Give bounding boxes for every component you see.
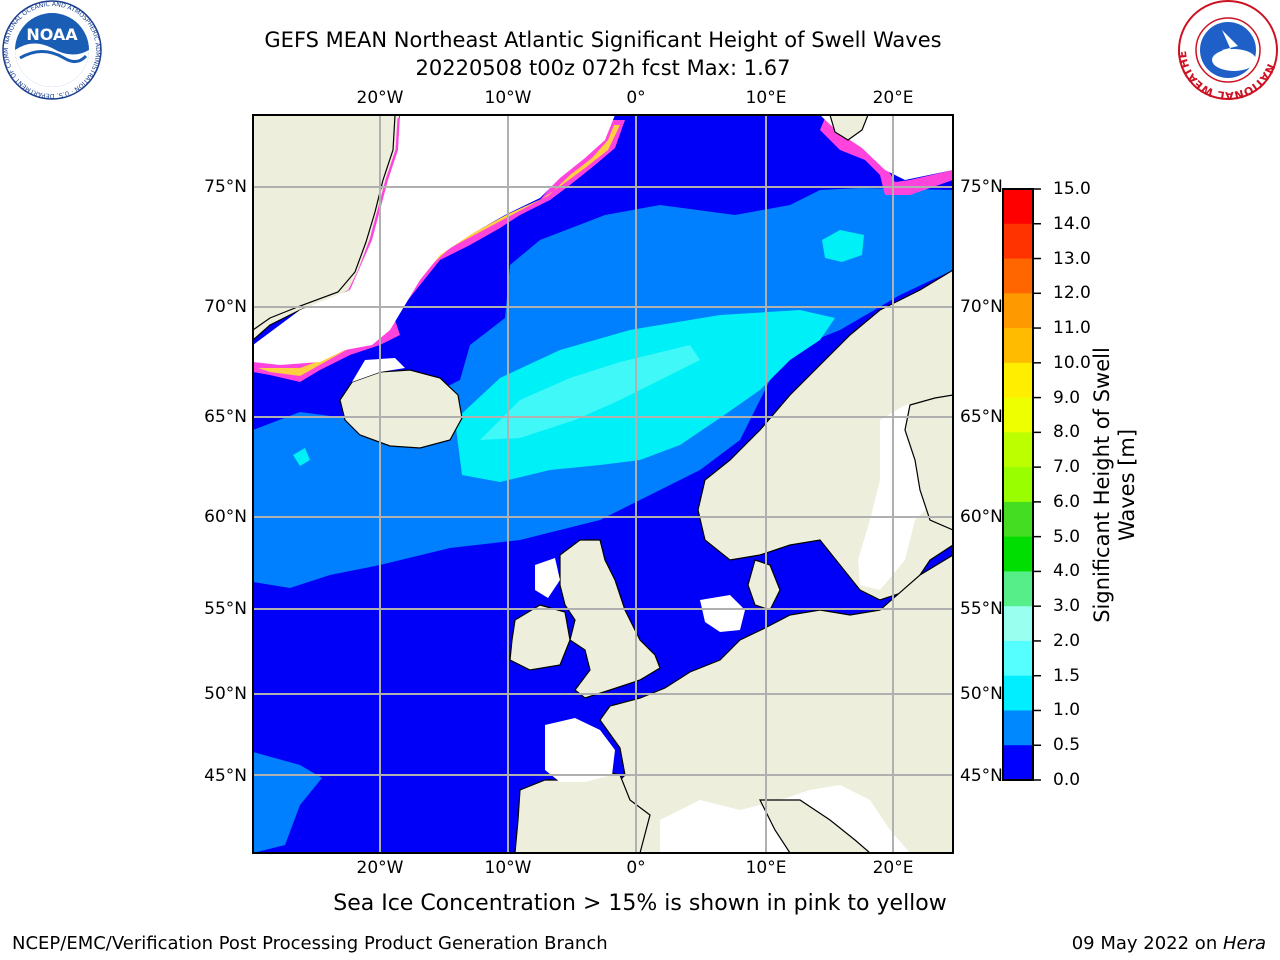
colorbar-segment bbox=[1003, 467, 1033, 503]
lon-label-bottom: 0° bbox=[626, 858, 646, 878]
colorbar-segment bbox=[1003, 710, 1033, 746]
colorbar-title-line1: Significant Height of Swell bbox=[1090, 347, 1114, 623]
colorbar-segment bbox=[1003, 432, 1033, 468]
lon-label-bottom: 10°E bbox=[745, 858, 787, 878]
lon-label-top: 20°W bbox=[356, 88, 404, 108]
ice-greenland-south-yellow bbox=[258, 348, 350, 376]
land-italy bbox=[759, 799, 871, 853]
colorbar-segment bbox=[1003, 536, 1033, 572]
lon-label-bottom: 10°W bbox=[484, 858, 532, 878]
colorbar-segment bbox=[1003, 328, 1033, 364]
lat-label-left: 55°N bbox=[204, 599, 247, 619]
lat-label-left: 65°N bbox=[204, 407, 247, 427]
colorbar-tick-label: 15.0 bbox=[1053, 179, 1091, 199]
chart-title: GEFS MEAN Northeast Atlantic Significant… bbox=[264, 28, 942, 52]
colorbar-tick-label: 1.5 bbox=[1053, 665, 1081, 686]
lat-label-left: 60°N bbox=[204, 507, 247, 527]
colorbar-segment bbox=[1003, 745, 1033, 781]
swell-cyan-spot bbox=[822, 230, 864, 262]
noaa-logo: NATIONAL OCEANIC AND ATMOSPHERIC ADMINIS… bbox=[2, 0, 102, 100]
lat-label-right: 60°N bbox=[960, 507, 1003, 527]
colorbar bbox=[1002, 188, 1041, 781]
colorbar-tick-label: 14.0 bbox=[1053, 213, 1091, 234]
land-greenland-top bbox=[253, 115, 396, 331]
colorbar-segment bbox=[1003, 501, 1033, 538]
land-finland bbox=[904, 394, 953, 531]
colorbar-tick-label: 9.0 bbox=[1053, 387, 1081, 408]
colorbar-tick-label: 4.0 bbox=[1053, 561, 1081, 582]
lon-label-bottom: 20°E bbox=[872, 858, 914, 878]
colorbar-tick-label: 6.0 bbox=[1053, 491, 1081, 512]
lat-label-right: 65°N bbox=[960, 407, 1003, 427]
lat-label-left: 50°N bbox=[204, 684, 247, 704]
nws-logo: NATIONAL WEATHER SERVICE bbox=[1178, 0, 1278, 100]
lon-label-top: 20°E bbox=[872, 88, 914, 108]
sea-ice-caption: Sea Ice Concentration > 15% is shown in … bbox=[333, 891, 947, 916]
lat-label-right: 50°N bbox=[960, 684, 1003, 704]
swell-region-1-1.5m bbox=[455, 310, 835, 482]
white-unwaved-uk bbox=[535, 558, 560, 598]
colorbar-tick-label: 10.0 bbox=[1053, 352, 1091, 373]
colorbar-tick-label: 8.0 bbox=[1053, 422, 1081, 443]
lon-label-top: 0° bbox=[626, 88, 646, 108]
lat-label-left: 75°N bbox=[204, 177, 247, 197]
colorbar-tick-label: 2.0 bbox=[1053, 630, 1081, 651]
land-ireland bbox=[509, 604, 571, 671]
lat-label-left: 45°N bbox=[204, 766, 247, 786]
colorbar-segment bbox=[1003, 675, 1033, 711]
land-svalbard bbox=[829, 115, 869, 141]
lat-label-right: 45°N bbox=[960, 766, 1003, 786]
colorbar-tick-label: 1.0 bbox=[1053, 700, 1081, 721]
colorbar-tick-label: 0.0 bbox=[1053, 770, 1081, 790]
swell-region-sw bbox=[253, 752, 322, 853]
map-frame bbox=[252, 114, 954, 854]
colorbar-title-line2: Waves [m] bbox=[1115, 428, 1139, 542]
footer-branch: NCEP/EMC/Verification Post Processing Pr… bbox=[12, 933, 608, 954]
colorbar-tick-label: 0.5 bbox=[1053, 735, 1081, 756]
white-unwaved-northsea bbox=[700, 595, 745, 632]
ice-greenland-south bbox=[253, 320, 400, 382]
colorbar-frame bbox=[1002, 188, 1034, 781]
colorbar-segment bbox=[1003, 293, 1033, 329]
colorbar-segment bbox=[1003, 606, 1033, 642]
white-unwaved-north bbox=[253, 115, 615, 365]
colorbar-tick-label: 7.0 bbox=[1053, 457, 1081, 478]
colorbar-title: Significant Height of Swell Waves [m] bbox=[1090, 347, 1140, 623]
colorbar-segment bbox=[1003, 362, 1033, 399]
footer-date: 09 May 2022 on Hera bbox=[1072, 933, 1266, 954]
footer-host: Hera bbox=[1222, 933, 1266, 954]
colorbar-tick-label: 5.0 bbox=[1053, 526, 1081, 547]
white-unwaved-biscay bbox=[545, 718, 615, 782]
colorbar-segment bbox=[1003, 189, 1033, 225]
noaa-logo-text: NOAA bbox=[26, 25, 78, 44]
colorbar-segment bbox=[1003, 571, 1033, 607]
lat-label-right: 70°N bbox=[960, 297, 1003, 317]
white-unwaved-iceland bbox=[352, 358, 405, 382]
colorbar-tick-label: 13.0 bbox=[1053, 248, 1091, 269]
colorbar-segment bbox=[1003, 640, 1033, 677]
lon-label-top: 10°E bbox=[745, 88, 787, 108]
graticule bbox=[253, 115, 953, 853]
lon-label-top: 10°W bbox=[484, 88, 532, 108]
swell-cyan-spot-w bbox=[293, 448, 310, 466]
colorbar-tick-label: 3.0 bbox=[1053, 596, 1081, 617]
colorbar-segment bbox=[1003, 223, 1033, 260]
lat-label-right: 55°N bbox=[960, 599, 1003, 619]
colorbar-segment bbox=[1003, 258, 1033, 294]
lon-label-bottom: 20°W bbox=[356, 858, 404, 878]
colorbar-segment bbox=[1003, 397, 1033, 433]
colorbar-tick-label: 11.0 bbox=[1053, 318, 1091, 339]
footer-date-text: 09 May 2022 on bbox=[1071, 933, 1223, 954]
colorbar-tick-label: 12.0 bbox=[1053, 283, 1091, 304]
lat-label-right: 75°N bbox=[960, 177, 1003, 197]
ice-north-edge-yellow bbox=[404, 125, 620, 302]
chart-subtitle: 20220508 t00z 072h fcst Max: 1.67 bbox=[415, 56, 791, 80]
lat-label-left: 70°N bbox=[204, 297, 247, 317]
